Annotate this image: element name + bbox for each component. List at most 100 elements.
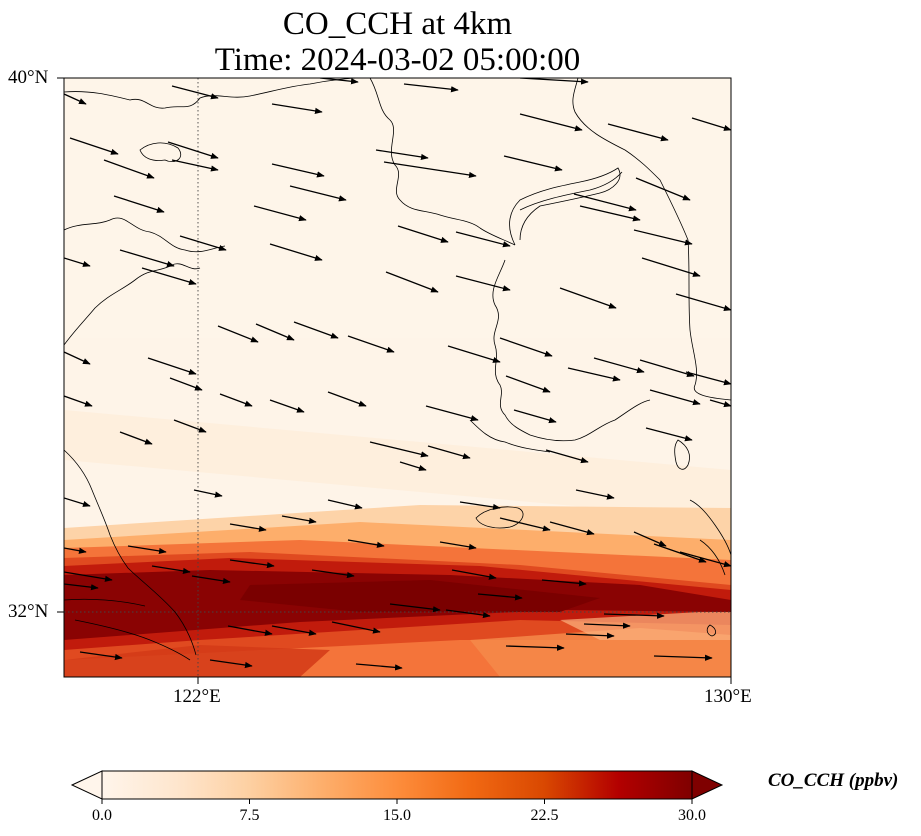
wind-arrow <box>355 663 403 671</box>
wind-arrow <box>113 195 165 213</box>
lon-label-130e: 130°E <box>704 686 752 707</box>
wind-arrow <box>455 275 511 292</box>
wind-arrow <box>217 325 259 343</box>
lat-label-40n: 40°N <box>8 67 49 88</box>
wind-arrow <box>505 644 565 651</box>
wind-arrow <box>541 579 587 587</box>
wind-arrow <box>311 569 355 579</box>
wind-arrow <box>64 257 91 267</box>
wind-arrow <box>103 159 155 179</box>
wind-arrow <box>545 449 589 464</box>
wind-arrow <box>327 391 367 407</box>
colorbar-tick: 7.5 <box>239 807 260 824</box>
wind-arrow <box>445 609 491 619</box>
wind-arrow <box>633 229 693 246</box>
wind-arrow <box>255 323 295 341</box>
wind-arrow <box>64 571 113 582</box>
wind-arrow <box>369 441 429 458</box>
wind-arrow <box>519 113 583 132</box>
wind-arrow <box>385 271 439 293</box>
wind-arrow <box>505 375 551 393</box>
colorbar-extend-min <box>70 770 103 800</box>
wind-arrow <box>549 521 595 536</box>
wind-arrow <box>503 155 563 172</box>
concentration-field <box>64 78 731 677</box>
colorbar <box>70 770 724 804</box>
wind-arrow <box>167 141 219 159</box>
wind-arrow <box>119 431 153 445</box>
colorbar-extend-max <box>691 770 724 800</box>
colorbar-tick: 22.5 <box>530 807 559 824</box>
lat-label-32n: 32°N <box>8 601 49 622</box>
wind-arrow <box>649 389 701 406</box>
wind-arrow <box>635 177 691 201</box>
wind-arrow <box>691 117 731 131</box>
wind-arrow <box>229 559 275 569</box>
wind-arrow <box>383 161 477 179</box>
coastlines <box>64 78 731 661</box>
wind-arrow <box>375 149 429 161</box>
wind-arrow <box>559 287 617 309</box>
wind-arrow <box>271 103 323 114</box>
wind-arrow <box>477 593 523 601</box>
wind-arrow <box>397 225 449 243</box>
wind-arrow <box>64 395 93 407</box>
wind-arrow <box>269 243 323 261</box>
wind-arrow <box>119 249 175 267</box>
gridlines <box>64 78 731 677</box>
wind-arrow <box>499 517 551 532</box>
axis-ticks <box>57 77 732 684</box>
wind-arrow <box>141 267 197 285</box>
colorbar-gradient <box>101 770 693 800</box>
colorbar-label: CO_CCH (ppbv) <box>768 770 899 791</box>
wind-arrow <box>679 551 731 568</box>
map-title: CO_CCH at 4km <box>282 6 513 42</box>
lon-label-122e: 122°E <box>173 686 221 707</box>
wind-arrow <box>127 545 167 554</box>
map-subtitle-time: Time: 2024-03-02 05:00:00 <box>214 42 581 78</box>
wind-arrow <box>293 321 339 339</box>
wind-arrow <box>645 427 693 442</box>
wind-arrow <box>271 625 317 636</box>
wind-arrow <box>289 185 347 202</box>
wind-arrow <box>709 399 731 408</box>
wind-arrow <box>347 539 385 548</box>
wind-arrow <box>193 489 223 498</box>
wind-arrow <box>347 335 395 353</box>
wind-arrow <box>653 543 707 563</box>
wind-arrow <box>403 83 459 93</box>
wind-arrow <box>147 357 197 375</box>
wind-arrow <box>519 78 589 85</box>
wind-arrow <box>64 497 91 507</box>
wind-arrow <box>593 357 645 374</box>
wind-arrow <box>425 405 479 422</box>
colorbar-tick: 0.0 <box>92 807 112 824</box>
wind-arrow <box>151 565 191 574</box>
wind-arrow <box>639 359 695 377</box>
wind-arrow <box>573 193 637 212</box>
wind-arrow <box>685 371 731 386</box>
wind-arrow <box>269 399 305 413</box>
wind-arrow <box>191 575 231 584</box>
wind-arrow <box>64 583 99 591</box>
wind-arrow <box>331 621 381 634</box>
wind-arrow <box>399 461 427 471</box>
wind-arrow <box>64 547 87 554</box>
wind-arrow <box>579 205 641 222</box>
wind-arrow <box>64 93 87 105</box>
wind-arrow <box>603 612 665 619</box>
wind-arrow <box>173 419 207 433</box>
wind-arrow <box>607 123 669 142</box>
wind-arrow <box>209 659 253 669</box>
wind-arrow <box>227 625 273 636</box>
wind-arrow <box>675 293 731 312</box>
wind-arrow <box>79 651 123 661</box>
wind-arrow <box>281 515 317 524</box>
wind-arrow <box>653 654 713 661</box>
wind-arrow <box>219 393 253 407</box>
wind-arrow <box>169 377 203 391</box>
colorbar-tick: 15.0 <box>383 807 411 824</box>
wind-arrow <box>575 489 615 500</box>
wind-arrow <box>439 541 477 550</box>
wind-arrow <box>271 163 325 178</box>
